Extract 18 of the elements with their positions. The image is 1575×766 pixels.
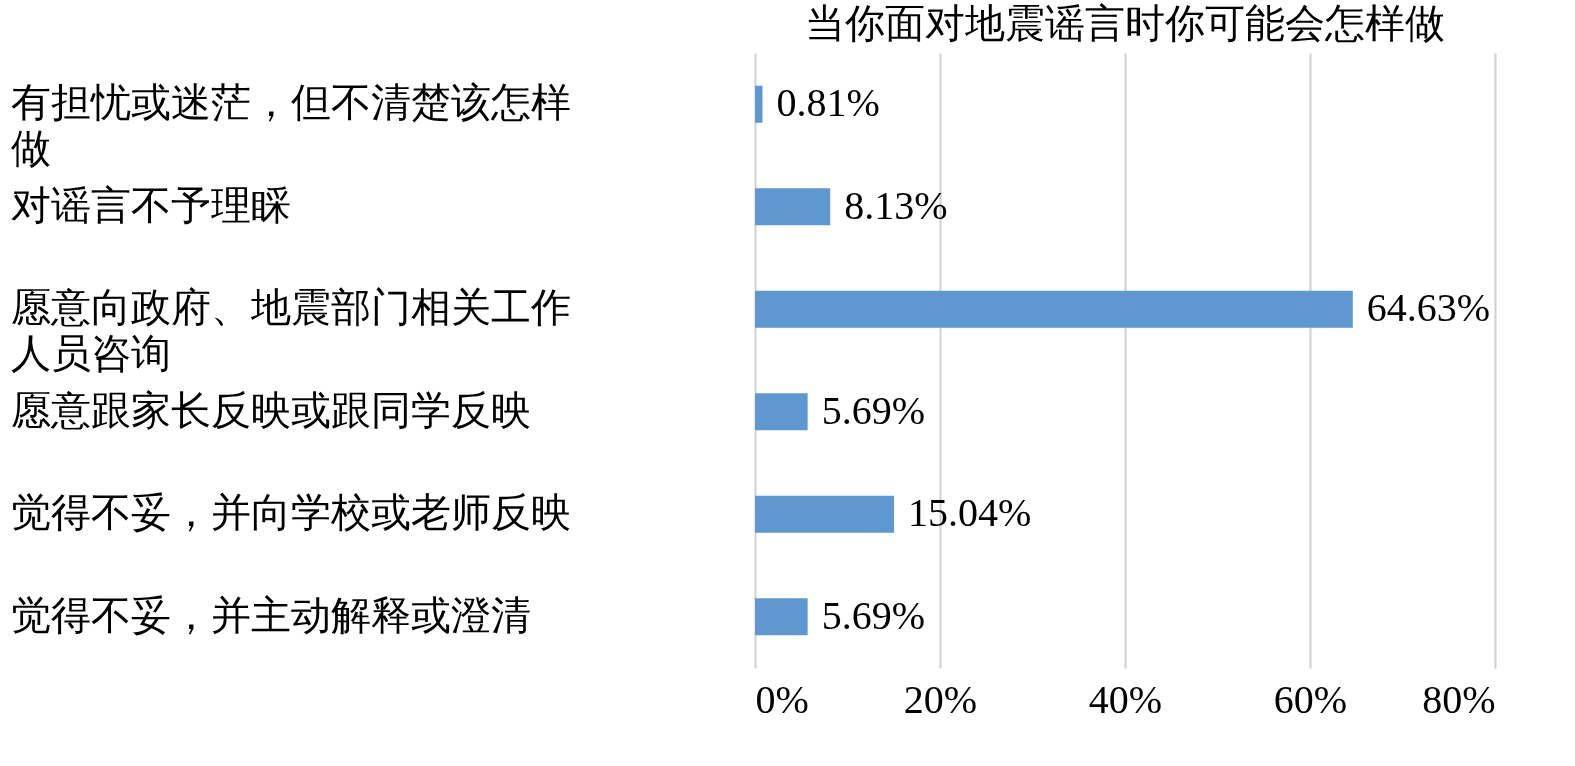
- x-tick-label: 80%: [1422, 676, 1496, 722]
- y-tick-label: 有担忧或迷茫，但不清楚该怎样做: [10, 80, 571, 172]
- x-tick-label: 20%: [903, 676, 978, 722]
- data-label: 64.63%: [1366, 285, 1491, 331]
- y-tick-label: 对谣言不予理睬: [10, 182, 291, 228]
- y-tick-label: 觉得不妥，并向学校或老师反映: [10, 490, 571, 536]
- y-tick-label: 愿意向政府、地震部门相关工作人员咨询: [10, 285, 571, 377]
- y-tick-label: 愿意跟家长反映或跟同学反映: [10, 387, 531, 433]
- x-tick-label: 0%: [755, 676, 809, 722]
- y-tick-label: 觉得不妥，并主动解释或澄清: [10, 592, 531, 638]
- data-label: 8.13%: [844, 182, 948, 228]
- chart-title: 当你面对地震谣言时你可能会怎样做: [805, 1, 1445, 46]
- data-label: 5.69%: [821, 592, 925, 638]
- data-label: 5.69%: [821, 387, 925, 433]
- data-label: 15.04%: [908, 490, 1032, 536]
- x-tick-label: 40%: [1088, 676, 1163, 722]
- x-tick-label: 60%: [1273, 676, 1348, 722]
- data-label: 0.81%: [776, 80, 880, 126]
